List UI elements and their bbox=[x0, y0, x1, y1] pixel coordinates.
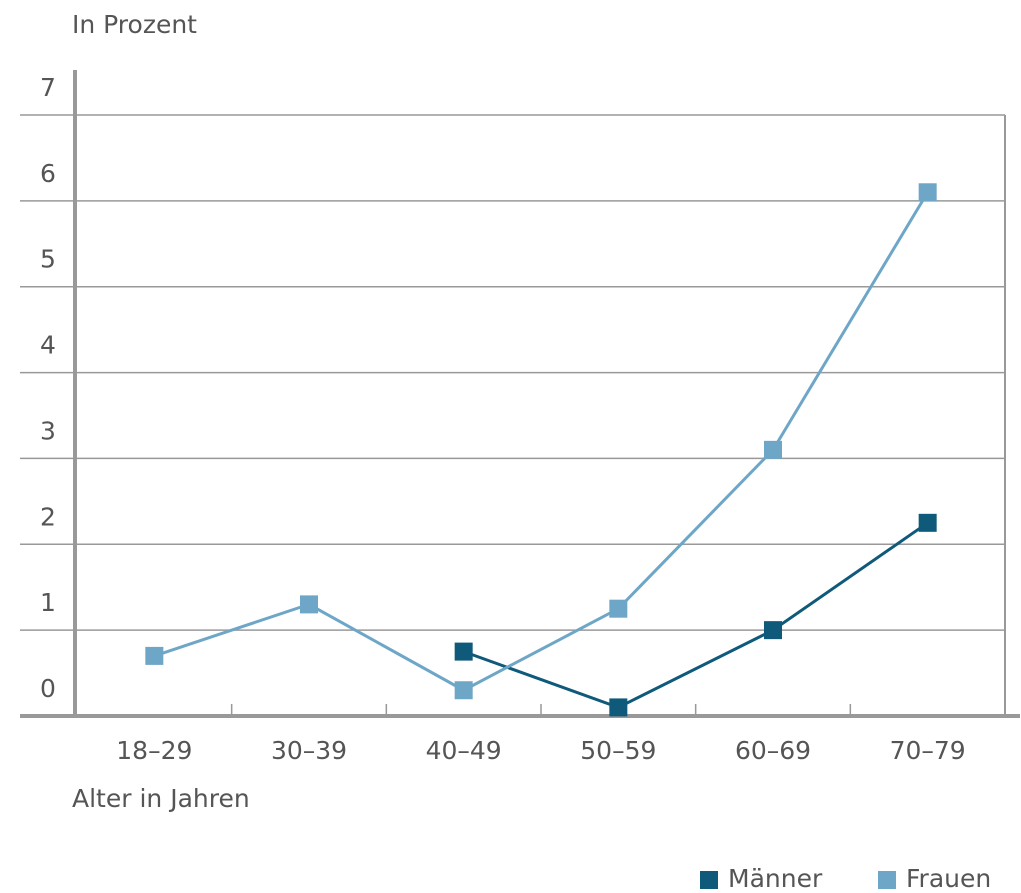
x-tick-label: 30–39 bbox=[271, 736, 347, 765]
data-point bbox=[918, 183, 937, 202]
y-axis-title: In Prozent bbox=[72, 10, 197, 39]
y-tick-label: 5 bbox=[40, 245, 56, 274]
series-line bbox=[463, 521, 929, 710]
data-point bbox=[918, 513, 937, 532]
x-tick-label: 70–79 bbox=[890, 736, 966, 765]
x-tick-label: 40–49 bbox=[426, 736, 502, 765]
legend-label: Männer bbox=[728, 864, 823, 893]
legend-swatch bbox=[700, 871, 718, 889]
y-tick-label: 3 bbox=[40, 416, 56, 445]
y-tick-label: 7 bbox=[40, 73, 56, 102]
y-tick-label: 4 bbox=[40, 331, 56, 360]
y-tick-label: 2 bbox=[40, 502, 56, 531]
legend-swatch bbox=[878, 871, 896, 889]
y-tick-label: 6 bbox=[40, 159, 56, 188]
y-tick-label: 0 bbox=[40, 674, 56, 703]
data-point bbox=[764, 440, 782, 459]
x-tick-label: 60–69 bbox=[735, 736, 811, 765]
data-point bbox=[764, 621, 782, 640]
data-point bbox=[454, 681, 473, 700]
data-point bbox=[300, 595, 318, 614]
data-point bbox=[145, 646, 164, 665]
x-axis-title: Alter in Jahren bbox=[72, 784, 250, 813]
data-point bbox=[454, 642, 473, 661]
x-tick-label: 18–29 bbox=[116, 736, 192, 765]
x-tick-label: 50–59 bbox=[580, 736, 656, 765]
data-point bbox=[609, 698, 628, 717]
series-line bbox=[153, 191, 929, 692]
y-tick-label: 1 bbox=[40, 588, 56, 617]
legend-label: Frauen bbox=[906, 864, 991, 893]
data-point bbox=[609, 599, 628, 618]
